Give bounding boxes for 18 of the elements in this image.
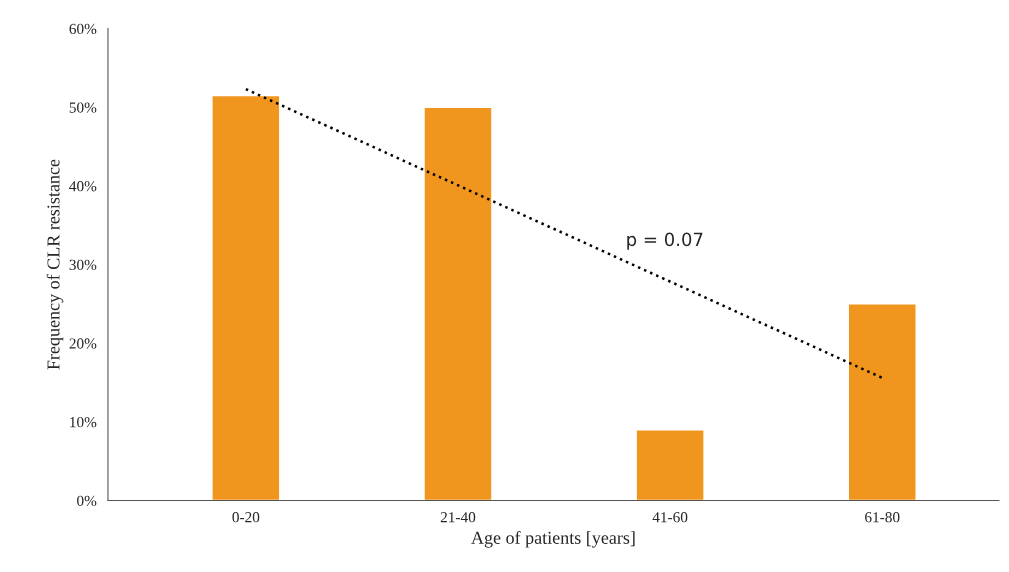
y-tick-label: 30% (69, 259, 97, 271)
x-tick-label: 21-40 (440, 512, 476, 523)
bar (211, 94, 281, 501)
x-tick-label: 61-80 (865, 512, 900, 523)
y-tick-label: 60% (69, 23, 97, 35)
bar (847, 303, 917, 501)
y-tick-label: 0% (77, 495, 97, 506)
annotation: p = 0.07 (627, 232, 703, 250)
bar (635, 429, 705, 501)
y-tick-label: 10% (70, 416, 97, 428)
y-tick-label: 50% (69, 102, 97, 113)
y-tick-label: 20% (69, 338, 97, 349)
bar (423, 106, 493, 501)
y-axis-title: Frequency of CLR resistance (46, 159, 64, 370)
x-tick-label: 41-60 (652, 512, 688, 523)
x-tick-label: 0-20 (232, 512, 260, 523)
x-axis-title: Age of patients [years] (471, 531, 635, 548)
y-tick-label: 40% (69, 181, 97, 192)
